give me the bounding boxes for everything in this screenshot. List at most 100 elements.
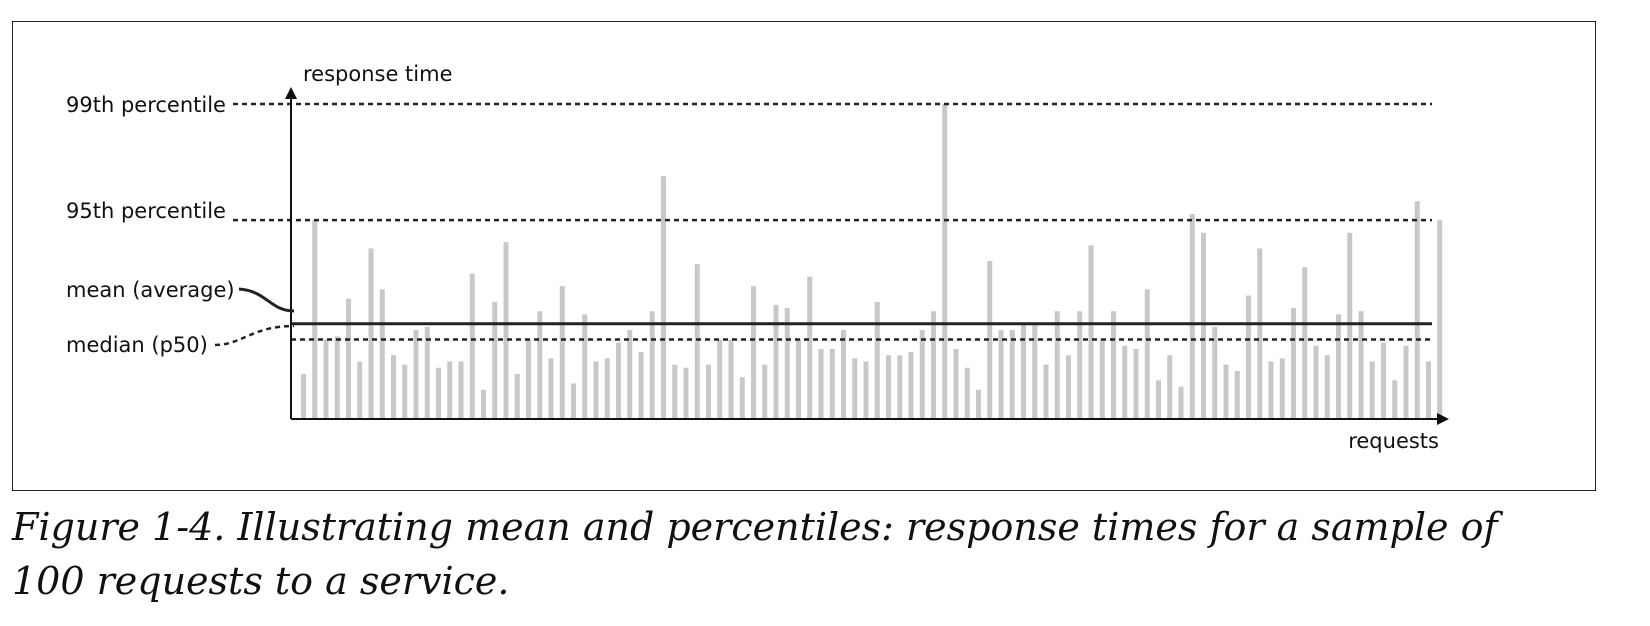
bar xyxy=(694,264,700,418)
bar xyxy=(391,355,396,418)
bar xyxy=(548,358,554,418)
chart-frame xyxy=(12,21,1596,491)
bar xyxy=(1111,311,1116,418)
bar xyxy=(863,361,869,418)
bar xyxy=(526,339,531,418)
x-axis-label: requests xyxy=(1348,429,1439,453)
bar xyxy=(1066,355,1071,418)
bar xyxy=(559,286,565,418)
bar xyxy=(571,383,576,418)
bar xyxy=(1279,358,1285,418)
bar xyxy=(976,389,981,418)
mean-label: mean (average) xyxy=(66,278,235,302)
bar xyxy=(739,377,745,418)
y-axis-label: response time xyxy=(303,62,453,86)
bar xyxy=(593,361,599,418)
bar xyxy=(424,326,430,418)
bar xyxy=(537,311,543,418)
bars-group xyxy=(301,104,1443,418)
bar xyxy=(469,273,475,418)
bar xyxy=(841,330,846,418)
bar xyxy=(1246,295,1251,418)
bar xyxy=(1021,323,1026,418)
bar xyxy=(807,276,813,418)
bar xyxy=(1313,345,1319,418)
bar xyxy=(852,358,858,418)
bar xyxy=(1381,342,1386,418)
bar xyxy=(908,352,914,418)
bar xyxy=(1088,245,1094,418)
bar xyxy=(1009,330,1015,418)
bar xyxy=(1358,311,1364,418)
bar xyxy=(368,248,374,418)
bar xyxy=(1099,339,1105,418)
bar xyxy=(1122,345,1128,418)
bar xyxy=(1291,308,1296,418)
bar xyxy=(762,364,768,418)
p99-label: 99th percentile xyxy=(66,93,226,117)
bar xyxy=(413,330,419,418)
bar xyxy=(346,298,351,418)
bar xyxy=(616,342,621,418)
bar xyxy=(706,364,711,418)
bar xyxy=(1268,361,1274,418)
median-label: median (p50) xyxy=(66,333,208,357)
bar xyxy=(1032,323,1038,418)
bar xyxy=(1189,213,1195,418)
bar xyxy=(818,348,824,418)
bar xyxy=(402,364,408,418)
median-leader-line xyxy=(214,324,295,347)
bar xyxy=(1347,232,1353,418)
bar xyxy=(1167,355,1173,418)
bar xyxy=(1077,311,1083,418)
bar xyxy=(649,311,655,418)
bar xyxy=(796,339,801,418)
bar xyxy=(357,361,363,418)
bar xyxy=(1392,380,1398,418)
response-time-chart: response time requests 99th percentile 9… xyxy=(66,62,1449,453)
bar xyxy=(728,339,734,418)
reference-lines xyxy=(233,102,1432,341)
bar xyxy=(1133,348,1139,418)
bar xyxy=(436,367,441,418)
bar xyxy=(604,358,610,418)
bar xyxy=(661,176,666,418)
bar xyxy=(1403,345,1409,418)
bar xyxy=(1212,326,1218,418)
bar xyxy=(998,330,1004,418)
bar xyxy=(1201,232,1206,418)
bar xyxy=(447,361,453,418)
bar xyxy=(458,361,464,418)
bar xyxy=(323,339,329,418)
bar xyxy=(942,104,948,418)
bar xyxy=(953,348,959,418)
bar xyxy=(919,330,925,418)
bar xyxy=(964,367,970,418)
bar xyxy=(582,314,588,418)
bar xyxy=(1414,201,1420,418)
bar xyxy=(987,261,993,418)
bar xyxy=(886,355,891,418)
bar xyxy=(717,339,723,418)
bar xyxy=(627,330,633,418)
bar xyxy=(1234,370,1240,418)
bar xyxy=(503,242,509,418)
bar xyxy=(301,374,306,418)
bar xyxy=(514,374,520,418)
bar xyxy=(1144,289,1150,418)
bar xyxy=(672,364,678,418)
bar xyxy=(1054,311,1060,418)
bar xyxy=(379,289,385,418)
bar xyxy=(1156,380,1161,418)
mean-leader-line xyxy=(238,287,295,313)
bar xyxy=(312,220,318,418)
figure-caption: Figure 1-4. Illustrating mean and percen… xyxy=(12,505,1498,603)
bar xyxy=(1437,220,1443,418)
bar xyxy=(638,352,644,418)
bar xyxy=(1336,314,1341,418)
bar xyxy=(1426,361,1431,418)
bar xyxy=(1324,355,1330,418)
bar xyxy=(334,336,340,418)
bar xyxy=(492,301,498,418)
bar xyxy=(1257,248,1263,418)
